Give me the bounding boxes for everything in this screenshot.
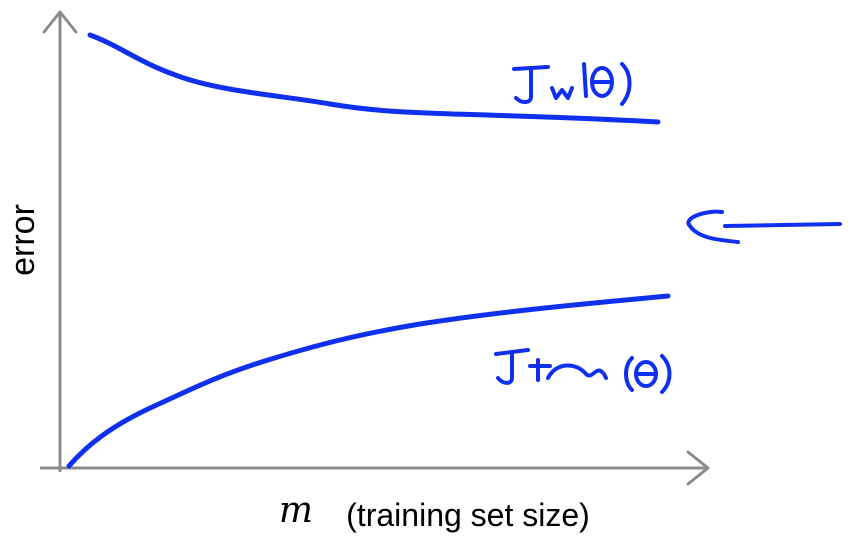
x-axis-label: (training set size) bbox=[346, 497, 590, 533]
y-axis-arrow-icon bbox=[42, 10, 78, 34]
gap-arrow-icon bbox=[686, 209, 842, 244]
series-jcv-curve bbox=[87, 32, 661, 125]
y-axis-label: error bbox=[4, 204, 42, 276]
series-jcv-label bbox=[512, 62, 632, 106]
x-axis-arrow-icon bbox=[686, 450, 710, 486]
series-jtrain-label bbox=[494, 348, 672, 394]
series-jtrain-curve bbox=[66, 293, 671, 469]
x-axis-symbol: m bbox=[279, 490, 313, 531]
